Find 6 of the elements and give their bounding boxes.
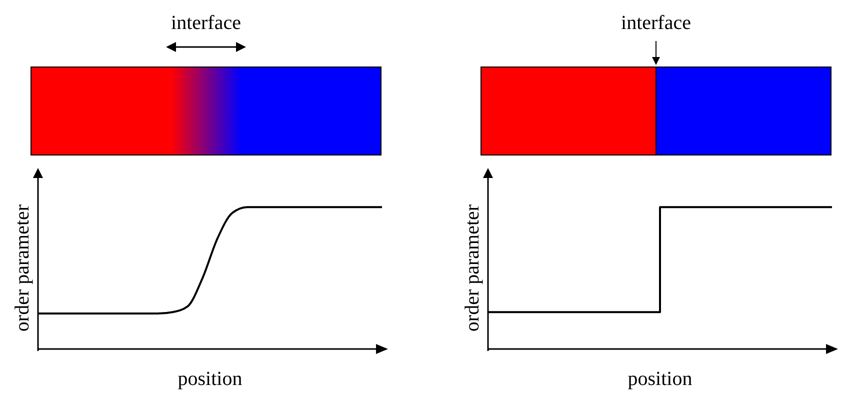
y-axis-title: order parameter (12, 204, 34, 332)
text: interface (170, 12, 242, 35)
x-axis-title: position (178, 368, 242, 390)
text: interface (620, 12, 692, 35)
x-axis-title: position (628, 368, 692, 390)
y-axis-title: order parameter (462, 204, 484, 332)
